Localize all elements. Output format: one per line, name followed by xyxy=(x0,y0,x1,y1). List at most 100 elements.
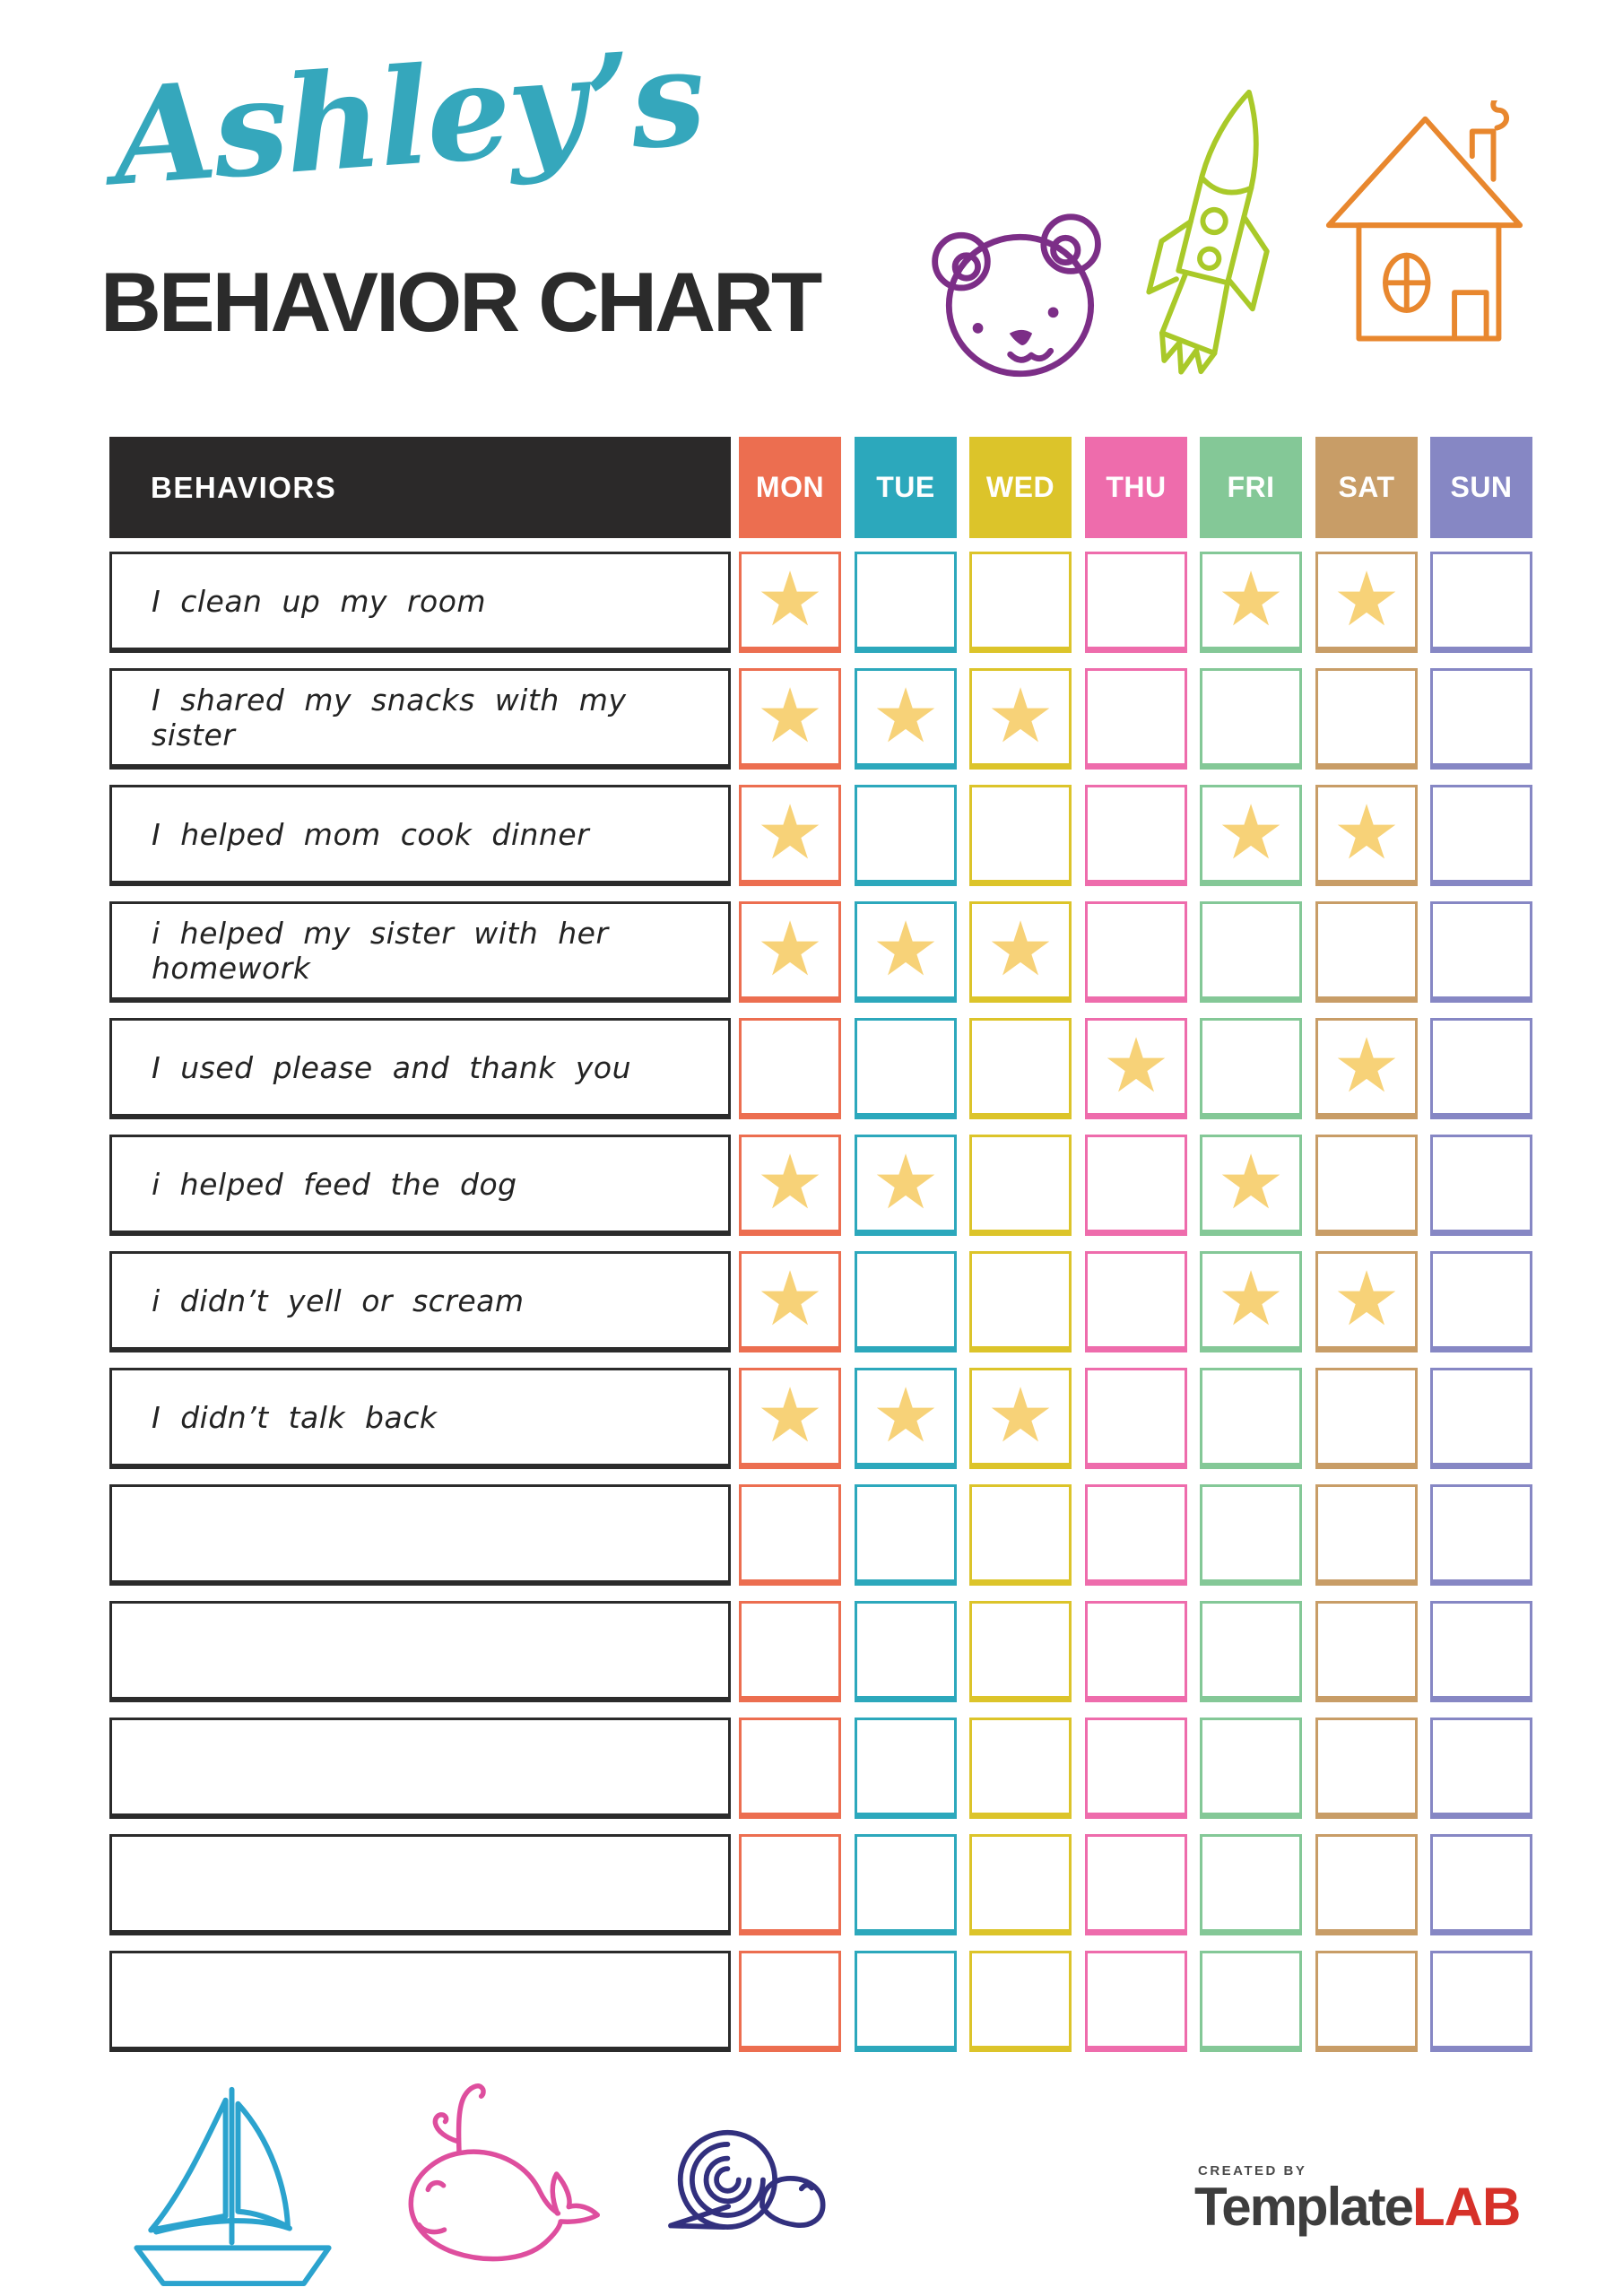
day-cell-sun-row-13 xyxy=(1430,1951,1532,2052)
page-title: BEHAVIOR CHART xyxy=(100,255,822,349)
day-cell-tue-row-5 xyxy=(855,1018,957,1119)
day-cell-tue-row-2: ★ xyxy=(855,668,957,770)
behavior-cell-row-2: I shared my snacks with my sister xyxy=(109,668,731,770)
behavior-label: I used please and thank you xyxy=(152,1049,631,1085)
behaviors-column-header: BEHAVIORS xyxy=(109,437,731,538)
day-cell-sat-row-8 xyxy=(1315,1368,1418,1469)
day-cell-mon-row-10 xyxy=(739,1601,841,1702)
day-cell-sat-row-1: ★ xyxy=(1315,552,1418,653)
day-cell-thu-row-4 xyxy=(1085,901,1187,1003)
star-icon: ★ xyxy=(756,787,824,876)
day-cell-sun-row-7 xyxy=(1430,1251,1532,1352)
day-cell-wed-row-8: ★ xyxy=(969,1368,1072,1469)
day-cell-tue-row-1 xyxy=(855,552,957,653)
logo-lab-text: LAB xyxy=(1411,2177,1521,2237)
day-cell-sun-row-11 xyxy=(1430,1718,1532,1819)
day-cell-sat-row-6 xyxy=(1315,1135,1418,1236)
behaviors-label: BEHAVIORS xyxy=(151,470,337,504)
day-cell-sun-row-5 xyxy=(1430,1018,1532,1119)
day-cell-tue-row-4: ★ xyxy=(855,901,957,1003)
day-cell-fri-row-12 xyxy=(1200,1834,1302,1935)
day-cell-mon-row-11 xyxy=(739,1718,841,1819)
behavior-label: I shared my snacks with my sister xyxy=(152,683,627,752)
day-cell-thu-row-7 xyxy=(1085,1251,1187,1352)
day-header-fri: FRI xyxy=(1200,437,1302,538)
day-cell-sat-row-11 xyxy=(1315,1718,1418,1819)
day-cell-fri-row-3: ★ xyxy=(1200,785,1302,886)
star-icon: ★ xyxy=(1217,1137,1285,1226)
day-cell-wed-row-13 xyxy=(969,1951,1072,2052)
logo-template-text: Template xyxy=(1194,2177,1414,2237)
day-cell-sat-row-7: ★ xyxy=(1315,1251,1418,1352)
day-cell-thu-row-10 xyxy=(1085,1601,1187,1702)
behavior-cell-row-5: I used please and thank you xyxy=(109,1018,731,1119)
day-cell-thu-row-6 xyxy=(1085,1135,1187,1236)
star-icon: ★ xyxy=(872,904,940,993)
day-cell-mon-row-7: ★ xyxy=(739,1251,841,1352)
day-header-wed: WED xyxy=(969,437,1072,538)
house-icon xyxy=(1320,100,1528,368)
star-icon: ★ xyxy=(986,671,1055,760)
behavior-label: i helped my sister with her homework xyxy=(152,916,609,986)
behavior-cell-row-12 xyxy=(109,1834,731,1935)
day-cell-wed-row-1 xyxy=(969,552,1072,653)
day-cell-fri-row-2 xyxy=(1200,668,1302,770)
day-cell-tue-row-9 xyxy=(855,1484,957,1586)
day-cell-thu-row-12 xyxy=(1085,1834,1187,1935)
day-cell-wed-row-6 xyxy=(969,1135,1072,1236)
day-cell-tue-row-13 xyxy=(855,1951,957,2052)
behavior-cell-row-8: I didn’t talk back xyxy=(109,1368,731,1469)
day-cell-fri-row-4 xyxy=(1200,901,1302,1003)
day-cell-tue-row-12 xyxy=(855,1834,957,1935)
day-cell-fri-row-11 xyxy=(1200,1718,1302,1819)
behavior-label: i helped feed the dog xyxy=(152,1166,517,1202)
day-cell-wed-row-2: ★ xyxy=(969,668,1072,770)
day-cell-tue-row-6: ★ xyxy=(855,1135,957,1236)
day-cell-thu-row-13 xyxy=(1085,1951,1187,2052)
day-cell-mon-row-6: ★ xyxy=(739,1135,841,1236)
day-cell-sun-row-10 xyxy=(1430,1601,1532,1702)
day-cell-mon-row-8: ★ xyxy=(739,1368,841,1469)
day-cell-thu-row-11 xyxy=(1085,1718,1187,1819)
day-cell-wed-row-5 xyxy=(969,1018,1072,1119)
day-cell-thu-row-5: ★ xyxy=(1085,1018,1187,1119)
day-cell-sun-row-9 xyxy=(1430,1484,1532,1586)
star-icon: ★ xyxy=(756,1254,824,1343)
star-icon: ★ xyxy=(872,1137,940,1226)
day-cell-sat-row-4 xyxy=(1315,901,1418,1003)
day-cell-thu-row-2 xyxy=(1085,668,1187,770)
day-header-sun: SUN xyxy=(1430,437,1532,538)
behavior-cell-row-3: I helped mom cook dinner xyxy=(109,785,731,886)
day-cell-wed-row-11 xyxy=(969,1718,1072,1819)
star-icon: ★ xyxy=(1217,787,1285,876)
day-cell-mon-row-3: ★ xyxy=(739,785,841,886)
behavior-cell-row-4: i helped my sister with her homework xyxy=(109,901,731,1003)
day-cell-wed-row-3 xyxy=(969,785,1072,886)
behavior-cell-row-10 xyxy=(109,1601,731,1702)
star-icon: ★ xyxy=(756,904,824,993)
day-cell-mon-row-4: ★ xyxy=(739,901,841,1003)
day-cell-wed-row-7 xyxy=(969,1251,1072,1352)
whale-icon xyxy=(393,2068,610,2271)
star-icon: ★ xyxy=(1332,1021,1401,1109)
day-cell-thu-row-3 xyxy=(1085,785,1187,886)
behavior-cell-row-7: i didn’t yell or scream xyxy=(109,1251,731,1352)
day-cell-fri-row-5 xyxy=(1200,1018,1302,1119)
star-icon: ★ xyxy=(1332,787,1401,876)
behavior-cell-row-1: I clean up my room xyxy=(109,552,731,653)
day-cell-thu-row-8 xyxy=(1085,1368,1187,1469)
star-icon: ★ xyxy=(1332,554,1401,643)
day-cell-fri-row-9 xyxy=(1200,1484,1302,1586)
snail-icon xyxy=(647,2115,845,2240)
star-icon: ★ xyxy=(986,904,1055,993)
star-icon: ★ xyxy=(756,1137,824,1226)
behavior-label: I didn’t talk back xyxy=(152,1399,438,1435)
star-icon: ★ xyxy=(986,1370,1055,1459)
star-icon: ★ xyxy=(872,1370,940,1459)
day-cell-mon-row-5 xyxy=(739,1018,841,1119)
day-cell-thu-row-1 xyxy=(1085,552,1187,653)
day-cell-sun-row-12 xyxy=(1430,1834,1532,1935)
day-cell-sun-row-2 xyxy=(1430,668,1532,770)
day-cell-mon-row-9 xyxy=(739,1484,841,1586)
behavior-label: I helped mom cook dinner xyxy=(152,816,590,852)
